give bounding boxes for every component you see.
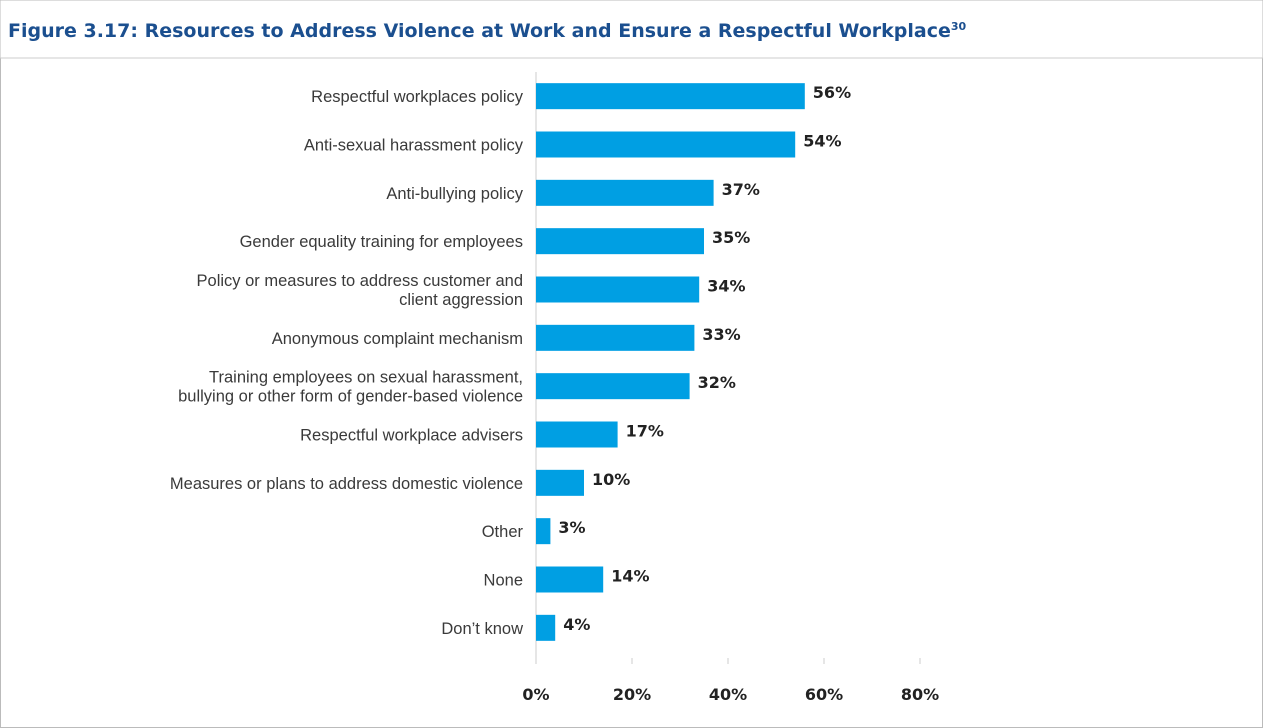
category-label: Respectful workplace advisers <box>300 427 523 445</box>
category-label: Don’t know <box>441 620 523 638</box>
bar <box>536 518 551 545</box>
header <box>0 0 1263 59</box>
category-label: Gender equality training for employees <box>240 233 523 251</box>
bar <box>536 421 618 448</box>
x-tick-label: 40% <box>709 685 747 704</box>
value-label: 10% <box>592 470 630 489</box>
bar <box>536 566 604 593</box>
bar <box>536 373 690 400</box>
x-tick-label: 60% <box>805 685 843 704</box>
x-tick-label: 20% <box>613 685 651 704</box>
bar <box>536 179 714 206</box>
value-label: 35% <box>712 228 750 247</box>
title-text: Figure 3.17: Resources to Address Violen… <box>8 20 951 42</box>
bar <box>536 276 700 303</box>
value-label: 32% <box>698 373 736 392</box>
value-label: 17% <box>626 422 664 441</box>
value-label: 54% <box>803 132 841 151</box>
category-label: Training employees on sexual harassment,… <box>178 369 523 406</box>
x-tick-label: 0% <box>522 685 549 704</box>
value-label: 3% <box>558 518 585 537</box>
value-label: 34% <box>707 277 745 296</box>
title-note: 30 <box>951 20 967 33</box>
bar <box>536 131 796 158</box>
chart-title: Figure 3.17: Resources to Address Violen… <box>8 20 967 42</box>
value-label: 37% <box>722 180 760 199</box>
category-label: Anonymous complaint mechanism <box>272 330 523 348</box>
value-label: 56% <box>813 83 851 102</box>
category-label: Anti-bullying policy <box>386 185 523 203</box>
category-label: Policy or measures to address customer a… <box>197 272 523 309</box>
bar <box>536 614 556 641</box>
bar <box>536 469 584 496</box>
category-label: None <box>484 572 523 590</box>
value-label: 4% <box>563 615 590 634</box>
category-label: Respectful workplaces policy <box>311 88 524 106</box>
category-label: Other <box>482 523 524 541</box>
bar <box>536 83 805 110</box>
value-label: 33% <box>702 325 740 344</box>
bar <box>536 324 695 351</box>
value-label: 14% <box>611 567 649 586</box>
category-label: Anti-sexual harassment policy <box>304 137 524 155</box>
x-tick-label: 80% <box>901 685 939 704</box>
bar <box>536 228 704 255</box>
category-label: Measures or plans to address domestic vi… <box>170 475 523 493</box>
